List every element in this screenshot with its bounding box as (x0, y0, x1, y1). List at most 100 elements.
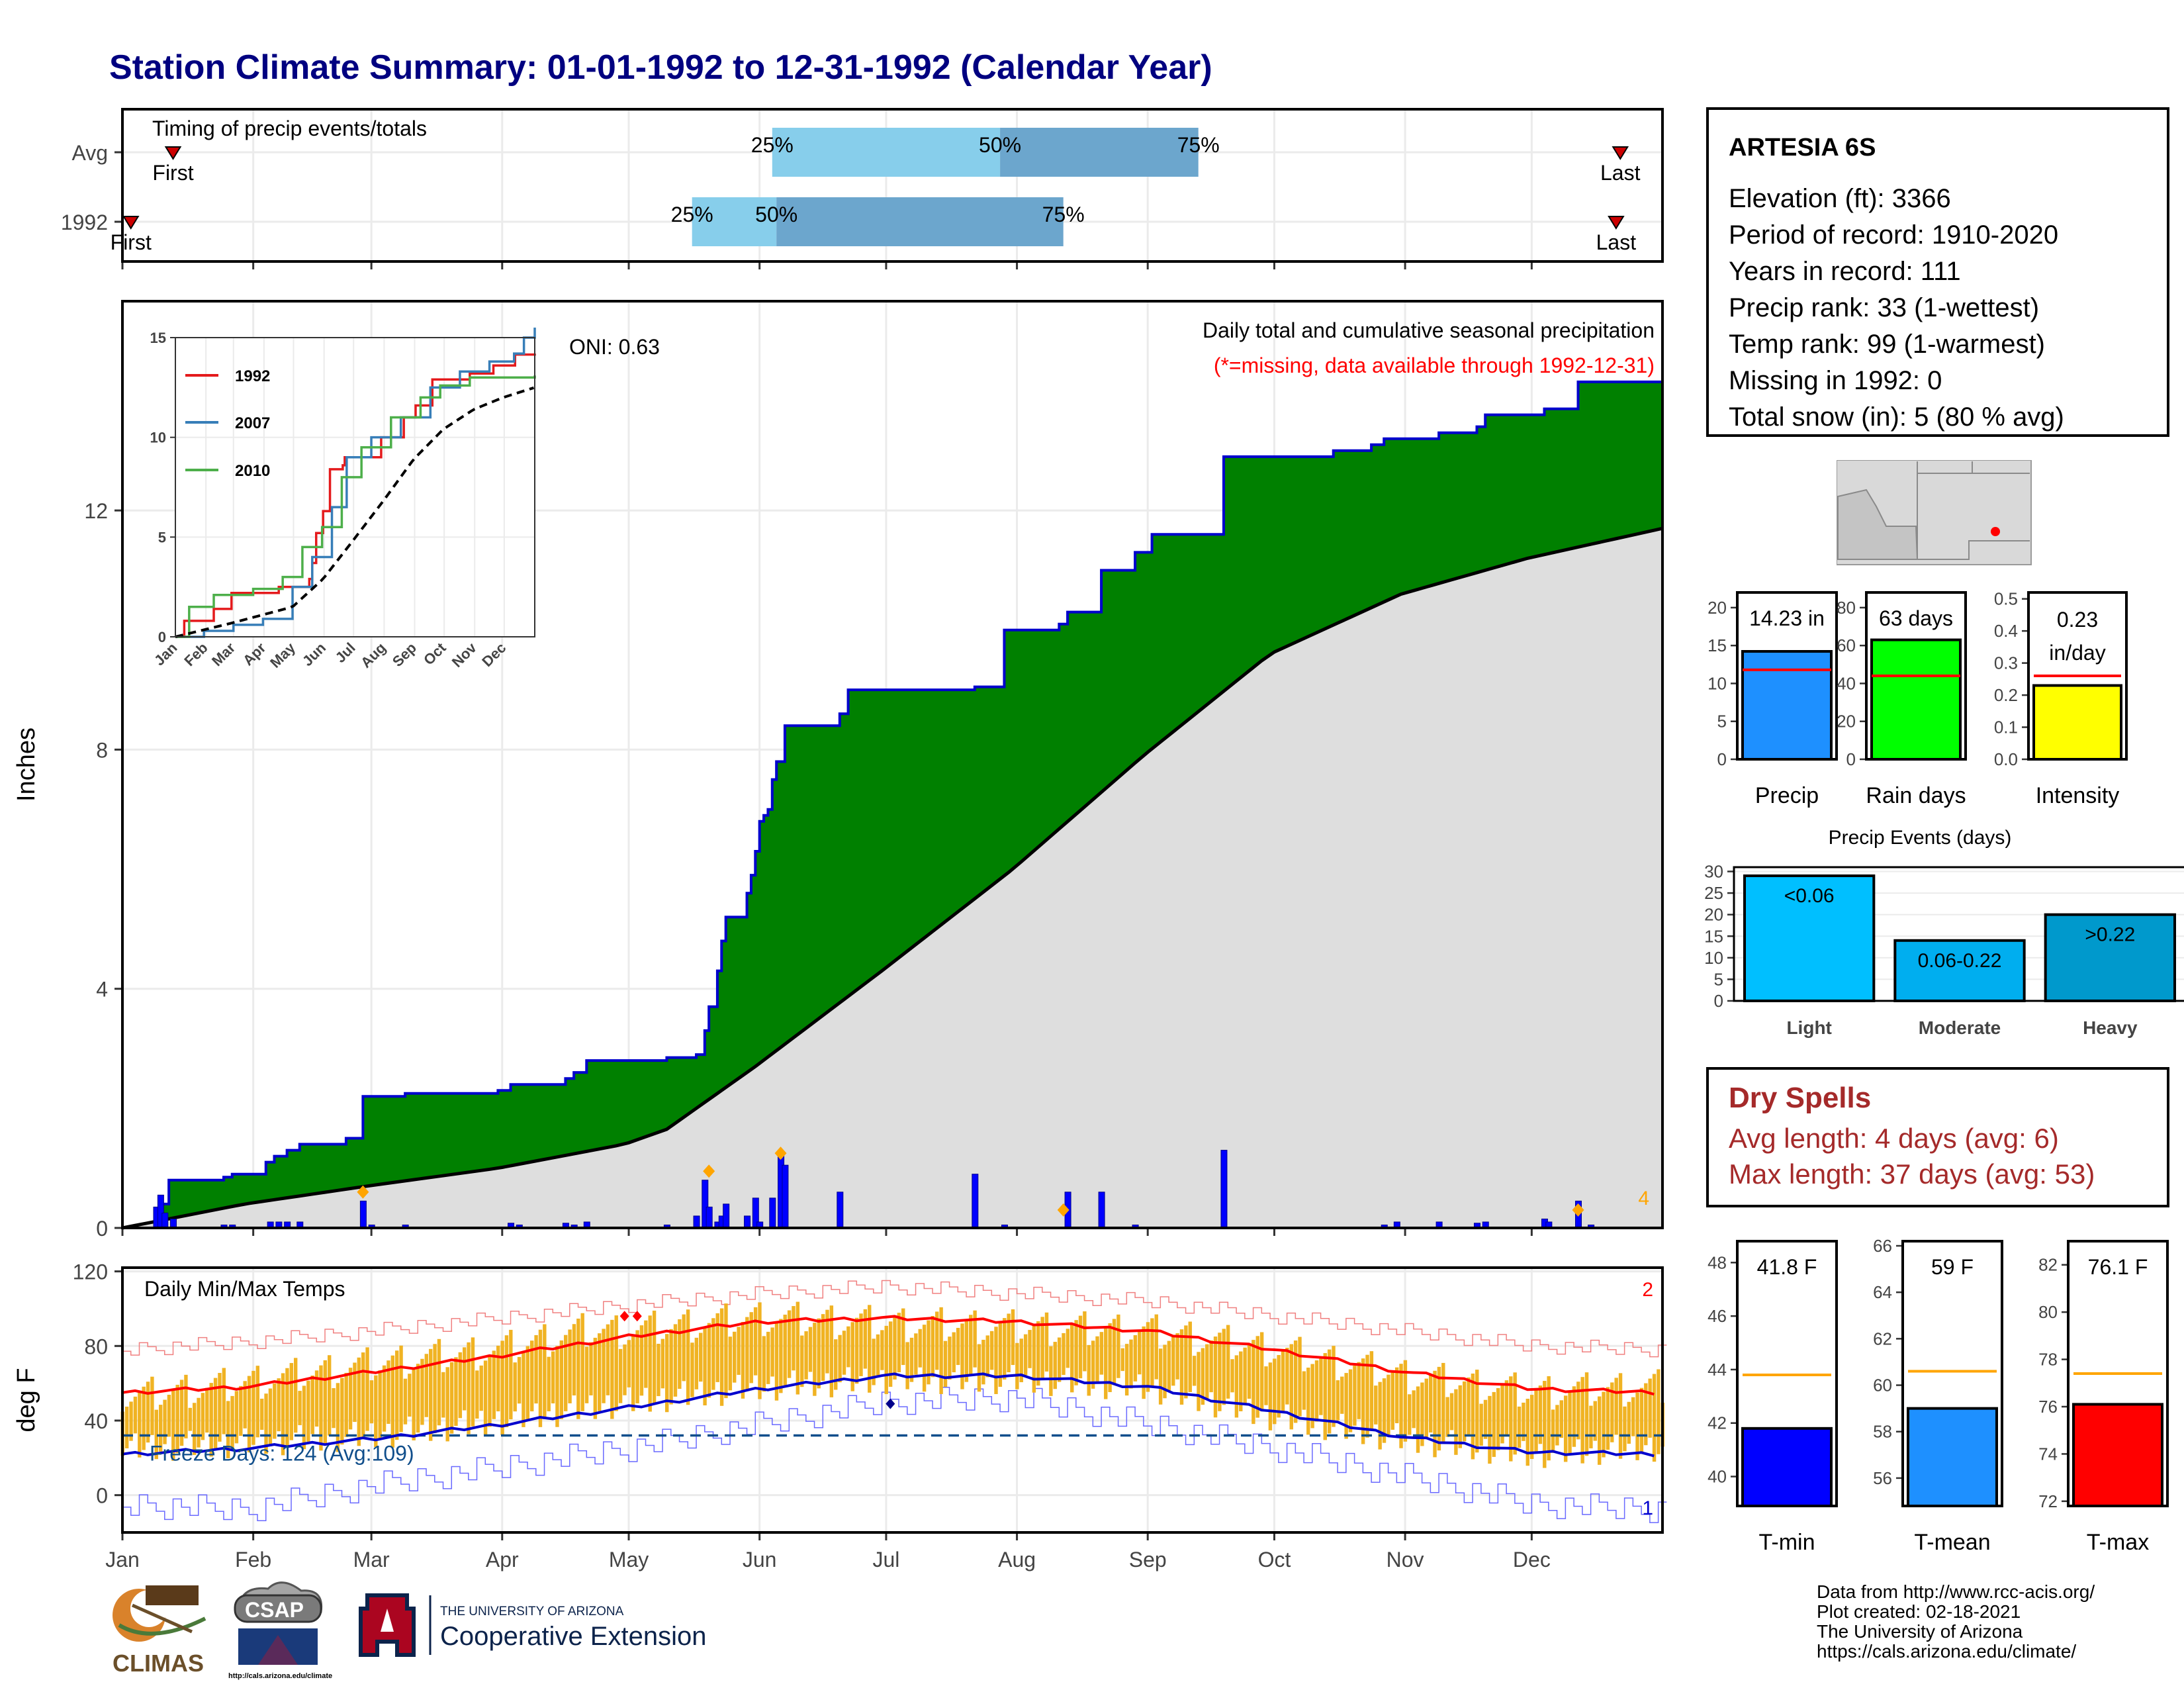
tmean-y-tick-label: 62 (1873, 1329, 1892, 1348)
temp-daily-range-bar (1179, 1329, 1184, 1405)
precip_total-x-label: Precip (1755, 783, 1819, 808)
temp-daily-range-bar (1584, 1372, 1589, 1456)
temp-daily-range-bar (420, 1358, 424, 1425)
temp-daily-range-bar (205, 1387, 209, 1433)
temp-daily-range-bar (1551, 1409, 1555, 1453)
temp-x-tick-label: Apr (486, 1548, 519, 1571)
temp-daily-range-bar (1597, 1396, 1602, 1465)
temp-daily-range-bar (1083, 1311, 1087, 1372)
temp-daily-range-bar (1104, 1327, 1108, 1399)
timing-caption: Timing of precip events/totals (152, 117, 427, 140)
precip-daily-bar (693, 1215, 700, 1229)
temp-daily-range-bar (1133, 1335, 1138, 1382)
temp-daily-range-bar (1416, 1386, 1420, 1453)
timing-first-label: First (111, 230, 152, 254)
timing-row-label: 1992 (61, 211, 108, 234)
temp-daily-range-bar (1222, 1329, 1226, 1405)
precip-daily-bar (972, 1174, 979, 1229)
events-frame (1733, 866, 2184, 1002)
temp-daily-range-bar (1644, 1383, 1648, 1446)
temp-daily-range-bar (1492, 1391, 1496, 1457)
events-bar-label: >0.22 (2085, 924, 2135, 946)
temp-daily-range-bar (927, 1320, 931, 1385)
temp-daily-range-bar (1049, 1346, 1053, 1396)
temp-daily-range-bar (1129, 1339, 1133, 1389)
temp-daily-range-bar (1639, 1387, 1644, 1453)
temp-daily-range-bar (197, 1397, 201, 1448)
temp-daily-range-bar (715, 1313, 719, 1382)
station-temp-rank: Temp rank: 99 (1-warmest) (1729, 330, 2045, 359)
temp-daily-range-bar (1154, 1314, 1158, 1380)
temp-daily-range-bar (753, 1307, 758, 1376)
intensity-y-tick-label: 0.5 (1994, 589, 2018, 609)
temp-daily-range-bar (973, 1310, 977, 1368)
temp-daily-range-bar (627, 1340, 631, 1387)
temp-daily-range-bar (817, 1318, 821, 1389)
tmin-y-tick-label: 44 (1707, 1360, 1727, 1380)
temp-daily-range-bar (1420, 1382, 1424, 1446)
temp-daily-range-bar (1538, 1385, 1543, 1444)
temp-daily-range-bar (1201, 1348, 1205, 1405)
rain_days-y-tick-label: 20 (1837, 712, 1856, 731)
temp-daily-range-bar (589, 1342, 593, 1395)
temp-daily-range-bar (1437, 1366, 1441, 1451)
timing-first-marker (164, 146, 182, 160)
temp-daily-range-bar (834, 1339, 838, 1390)
temp-daily-range-bar (985, 1335, 989, 1378)
timing-last-marker (1608, 216, 1625, 230)
temp-daily-range-bar (488, 1355, 492, 1427)
credit-university: The University of Arizona (1817, 1621, 2023, 1642)
events-bar-heavy (2044, 913, 2177, 1003)
events-y-tick-label: 0 (1714, 991, 1723, 1011)
precip-y-tick-label: 0 (96, 1217, 108, 1241)
temp-daily-range-bar (989, 1331, 994, 1370)
intensity-value-label-1: 0.23 (2057, 608, 2098, 632)
temp-daily-range-bar (1171, 1336, 1175, 1386)
temp-daily-range-bar (1529, 1395, 1534, 1460)
timing-p50-label: 50% (979, 133, 1021, 157)
main-charts: Timing of precip events/totals Avg 25% 50% 7… (13, 108, 1667, 1571)
tmean-bar (1907, 1407, 1998, 1508)
temp-x-tick-label: Jul (872, 1548, 899, 1571)
temp-daily-range-bar (1449, 1393, 1454, 1430)
station-period: Period of record: 1910-2020 (1729, 220, 2059, 250)
temp-daily-range-bar (133, 1396, 138, 1434)
inset-avg-line (175, 386, 535, 638)
temp-daily-range-bar (1361, 1358, 1365, 1444)
temp-daily-range-bar (1648, 1378, 1652, 1438)
credit-data-source: Data from http://www.rcc-acis.org/ (1817, 1581, 2095, 1602)
ua-logo: THE UNIVERSITY OF ARIZONA Cooperative Ex… (359, 1593, 706, 1657)
precip_total-y-tick-label: 10 (1707, 673, 1727, 693)
oni-label: ONI: 0.63 (569, 335, 660, 359)
timing-bar-q1 (772, 128, 1001, 177)
temp-daily-range-bar (543, 1324, 547, 1419)
temp-daily-range-bar (707, 1323, 711, 1398)
tmean-y-tick-label: 64 (1873, 1282, 1892, 1302)
temp-daily-range-bar (158, 1405, 163, 1452)
temp-daily-range-bar (952, 1332, 956, 1373)
temp-daily-range-bar (1150, 1318, 1154, 1386)
temp-daily-range-bar (467, 1342, 471, 1434)
temp-daily-range-bar (821, 1314, 825, 1381)
temp-daily-range-bar (572, 1324, 576, 1396)
temp-daily-range-bar (998, 1322, 1003, 1387)
intensity-y-tick-label: 0.1 (1994, 718, 2018, 737)
temp-daily-range-bar (1344, 1373, 1348, 1439)
temp-daily-range-bar (652, 1310, 657, 1404)
temp-x-tick-label: Sep (1129, 1548, 1167, 1571)
temp-daily-range-bar (846, 1326, 850, 1368)
tmean-value-label: 59 F (1931, 1255, 1974, 1279)
temp-daily-range-bar (1298, 1336, 1302, 1417)
temp-daily-range-bar (1142, 1326, 1146, 1399)
tmin-x-label: T-min (1759, 1530, 1815, 1555)
temp-daily-range-bar (1467, 1377, 1471, 1435)
events-y-tick-label: 20 (1704, 905, 1723, 925)
temp-daily-range-bar (994, 1327, 998, 1394)
temp-daily-range-bar (564, 1335, 568, 1411)
station-snow: Total snow (in): 5 (80 % avg) (1729, 402, 2064, 432)
temp-daily-range-bar (1534, 1390, 1538, 1452)
temp-daily-range-bar (1230, 1359, 1234, 1393)
precip-daily-bar (1220, 1150, 1228, 1229)
temp-x-tick-label: Jan (105, 1548, 140, 1571)
precip_total-y-tick-label: 5 (1717, 712, 1727, 731)
